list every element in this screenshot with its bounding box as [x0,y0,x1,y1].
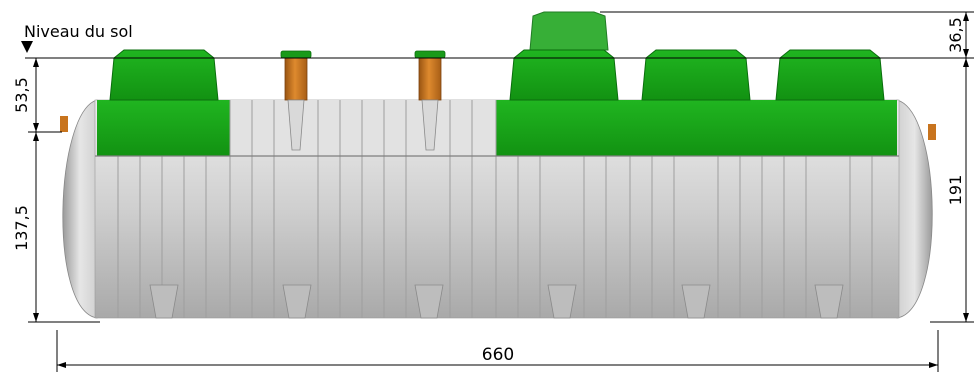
dimension-lines [25,11,974,372]
vent-pipe-2-cap [414,50,446,59]
dim-right-top: 36,5 [946,17,965,53]
tank-end-cap-right [896,99,933,319]
dimension-arrows [33,12,969,368]
access-risers [109,49,885,101]
vent-pipe-1 [284,55,308,101]
tank-end-cap-left [62,99,98,319]
vent-pipes [280,50,446,151]
inlet-nozzle-left [60,116,68,132]
tank-ribs [117,100,873,318]
green-band-left [97,100,230,156]
dim-right-main: 191 [946,175,965,206]
tank-body [60,99,936,319]
tank-feet [149,284,844,319]
dim-bottom-length: 660 [482,345,514,365]
vent-pipe-1-cap [280,50,312,59]
ground-level-marker-icon [21,41,33,53]
dim-left-upper: 53,5 [12,77,31,113]
dim-left-lower: 137,5 [12,205,31,251]
vent-pipe-2 [418,55,442,101]
outlet-nozzle-right [928,124,936,140]
ground-level-label: Niveau du sol [24,22,133,41]
tank-top-band [230,100,496,156]
green-band-right [496,100,897,156]
riser-extension [529,11,609,51]
